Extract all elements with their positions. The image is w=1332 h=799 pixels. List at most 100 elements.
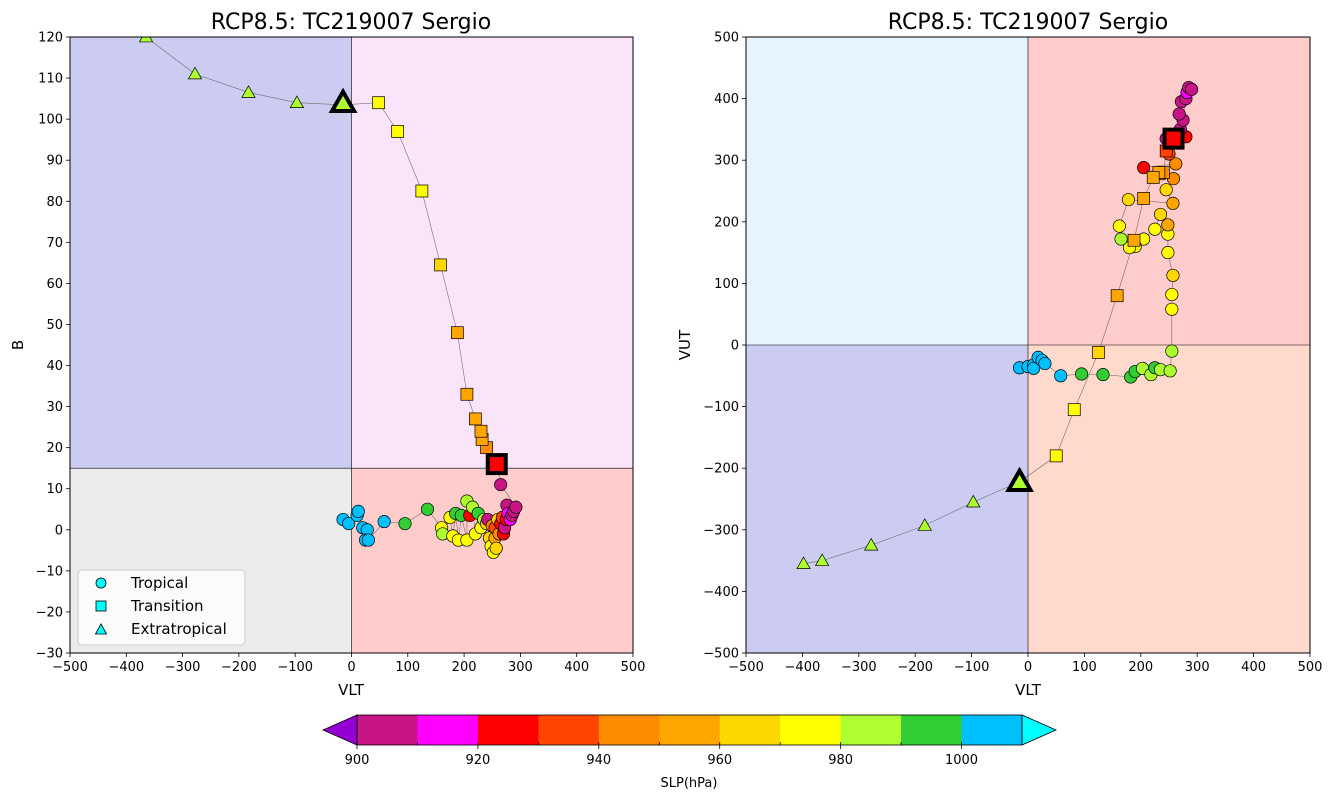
y-tick-label: 50 xyxy=(46,318,63,333)
y-tick-label: −100 xyxy=(703,400,739,415)
start-marker xyxy=(485,453,508,476)
tropical-point xyxy=(361,533,375,547)
x-tick-label: 100 xyxy=(1072,660,1097,675)
tropical-point xyxy=(1172,107,1186,121)
x-tick-label: 400 xyxy=(564,660,589,675)
tropical-point xyxy=(494,478,508,492)
x-tick-label: −100 xyxy=(277,660,313,675)
y-tick-label: −30 xyxy=(36,647,63,662)
x-tick-label: 300 xyxy=(508,660,533,675)
extratropical-point xyxy=(796,556,811,569)
colorbar-segment xyxy=(901,715,963,745)
tropical-point xyxy=(1027,361,1041,375)
x-tick-label: −200 xyxy=(221,660,257,675)
colorbar-segment xyxy=(417,715,479,745)
x-tick-label: −300 xyxy=(165,660,201,675)
legend-extratropical-marker xyxy=(94,623,108,635)
tropical-point xyxy=(1163,364,1177,378)
tropical-point xyxy=(342,517,356,531)
right-x-axis-label: VLT xyxy=(1015,681,1042,699)
colorbar-segment xyxy=(840,715,902,745)
x-tick-label: −500 xyxy=(52,660,88,675)
tropical-point xyxy=(1169,157,1183,171)
left-x-axis-label: VLT xyxy=(338,681,365,699)
transition-point xyxy=(1092,346,1105,359)
quadrant-upper-right xyxy=(351,37,633,469)
tropical-point xyxy=(489,541,503,555)
colorbar-tick-label: 940 xyxy=(586,753,611,768)
tropical-point xyxy=(1165,302,1179,316)
colorbar-frame xyxy=(356,714,1023,746)
transition-point xyxy=(415,184,429,198)
transition-point xyxy=(372,96,385,110)
tropical-point xyxy=(1121,193,1135,207)
x-tick-label: −100 xyxy=(954,660,990,675)
tropical-point xyxy=(1161,246,1175,260)
colorbar-segment xyxy=(538,715,600,745)
tropical-point xyxy=(377,515,391,529)
tropical-point xyxy=(1114,232,1128,246)
y-tick-label: 120 xyxy=(38,31,63,46)
tropical-point xyxy=(509,500,523,514)
y-tick-label: −400 xyxy=(703,585,739,600)
colorbar-tick-label: 960 xyxy=(707,753,732,768)
tropical-point xyxy=(420,502,435,516)
legend-tropical-marker xyxy=(95,577,107,589)
colorbar-over-arrow xyxy=(1021,714,1057,746)
y-tick-label: 500 xyxy=(714,31,739,46)
tropical-point xyxy=(1137,161,1151,175)
right-chart-title: RCP8.5: TC219007 Sergio xyxy=(888,10,1168,35)
colorbar-segment xyxy=(780,715,842,745)
colorbar-under-arrow xyxy=(322,714,358,746)
x-tick-label: −400 xyxy=(785,660,821,675)
tropical-point xyxy=(1165,287,1179,302)
y-tick-label: 0 xyxy=(731,339,739,354)
y-tick-label: 70 xyxy=(46,236,63,251)
colorbar-tick-label: 980 xyxy=(828,753,853,768)
quadrant-upper-left xyxy=(70,37,352,469)
x-tick-label: −500 xyxy=(728,660,764,675)
extratropical-point xyxy=(187,66,203,80)
y-tick-label: 20 xyxy=(46,441,63,456)
legend-box xyxy=(77,569,246,646)
extratropical-point xyxy=(814,553,830,566)
left-phase-plot: −500 −400 −300 −200 −100 0 100 200 300 400 500−30−… xyxy=(9,10,645,699)
x-tick-label: 0 xyxy=(347,660,355,675)
y-tick-label: 60 xyxy=(46,277,63,292)
colorbar-segment xyxy=(659,715,721,745)
y-tick-label: 40 xyxy=(46,359,63,374)
y-tick-label: 200 xyxy=(714,215,739,230)
tropical-point xyxy=(1096,368,1110,382)
start-marker xyxy=(1162,127,1185,150)
colorbar-segment xyxy=(719,715,781,745)
tropical-point xyxy=(1153,207,1168,221)
y-tick-label: −20 xyxy=(36,605,63,620)
x-tick-label: 200 xyxy=(1128,660,1153,675)
right-phase-plot: −500 −400 −300 −200 −100 0 100 200 300 400 500 −500… xyxy=(676,10,1322,699)
tropical-point xyxy=(398,517,412,531)
y-tick-label: 0 xyxy=(55,523,63,538)
y-tick-label: 80 xyxy=(46,195,63,210)
colorbar-segment xyxy=(598,715,660,745)
x-tick-label: −400 xyxy=(108,660,144,675)
colorbar-tick-label: 1000 xyxy=(945,753,978,768)
right-y-axis-label: VUT xyxy=(676,329,694,360)
colorbar-segment xyxy=(477,715,539,745)
x-tick-label: 100 xyxy=(395,660,420,675)
tropical-point xyxy=(1159,183,1173,197)
transition-point xyxy=(1137,192,1150,205)
x-tick-label: 300 xyxy=(1185,660,1210,675)
y-tick-label: 90 xyxy=(46,154,63,169)
y-tick-label: 400 xyxy=(714,92,739,107)
legend-tropical-label: Tropical xyxy=(130,574,188,592)
x-tick-label: 500 xyxy=(621,660,646,675)
quadrant-lower-right xyxy=(351,468,633,653)
left-chart-title: RCP8.5: TC219007 Sergio xyxy=(211,10,491,35)
transition-point xyxy=(1127,233,1141,247)
slp-colorbar: 900 920 940 960 980 1000 SLP(hPa) xyxy=(322,714,1057,791)
y-tick-label: −500 xyxy=(703,647,739,662)
quadrant-lower-right xyxy=(1028,345,1310,653)
extratropical-point xyxy=(138,37,154,43)
transition-point xyxy=(1110,289,1124,303)
colorbar-tick-label: 900 xyxy=(345,753,370,768)
